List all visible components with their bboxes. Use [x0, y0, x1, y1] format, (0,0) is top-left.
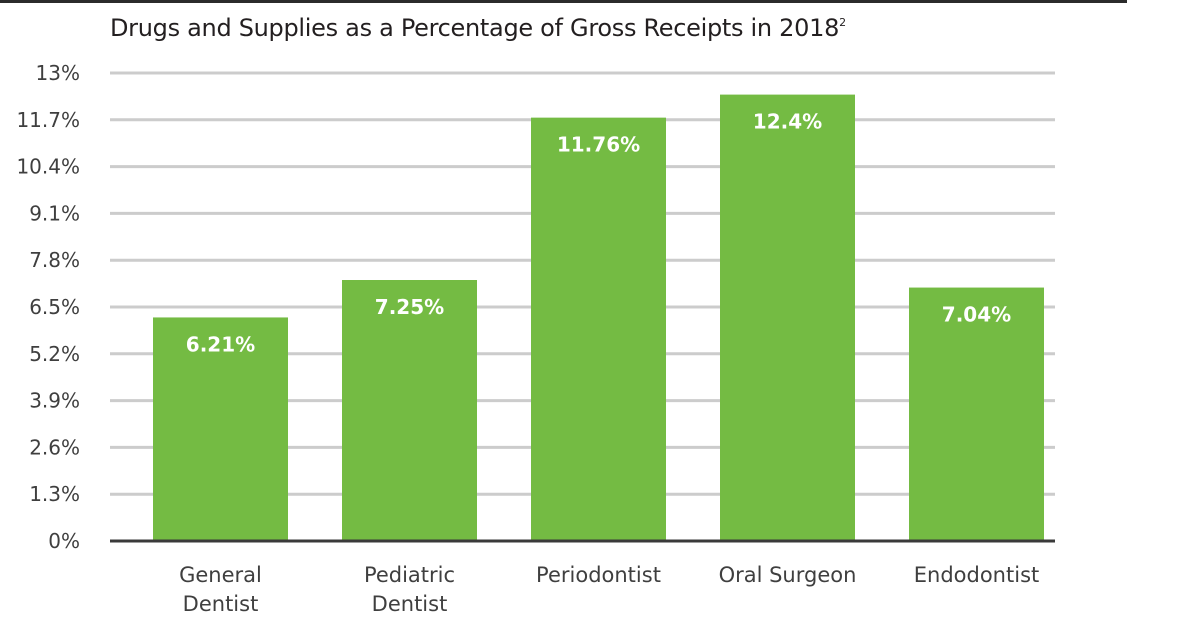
y-axis-tick-labels: 0% 1.3% 2.6% 3.9% 5.2% 6.5% 7.8% 9.1% 10.4% 11.7%… — [16, 61, 80, 553]
title-footnote-marker: 2 — [839, 16, 846, 29]
x-axis-tick-labels: General Dentist Pediatric Dentist Periodonti… — [179, 563, 1039, 616]
y-tick-label: 1.3% — [29, 482, 80, 506]
bar — [342, 280, 477, 541]
y-tick-label: 3.9% — [29, 389, 80, 413]
y-tick-label: 13% — [36, 61, 80, 85]
y-tick-label: 0% — [48, 529, 80, 553]
x-tick-label: General Dentist — [179, 563, 262, 616]
bar — [720, 94, 855, 541]
data-label: 6.21% — [186, 332, 255, 356]
bar — [909, 287, 1044, 541]
chart-title-text: Drugs and Supplies as a Percentage of Gr… — [110, 14, 840, 42]
x-tick-label: Oral Surgeon — [719, 563, 857, 587]
data-label: 12.4% — [753, 110, 822, 134]
bars — [153, 94, 1044, 541]
x-tick-label: Pediatric Dentist — [364, 563, 455, 616]
bar — [153, 317, 288, 541]
bar — [531, 117, 666, 541]
x-tick-label: Endodontist — [914, 563, 1040, 587]
data-label: 7.04% — [942, 303, 1011, 327]
y-tick-label: 2.6% — [29, 435, 80, 459]
y-tick-label: 7.8% — [29, 248, 80, 272]
y-tick-label: 5.2% — [29, 342, 80, 366]
x-tick-label: Periodontist — [536, 563, 661, 587]
data-labels: 6.21% 7.25% 11.76% 12.4% 7.04% — [186, 110, 1011, 357]
y-tick-label: 9.1% — [29, 201, 80, 225]
chart-title: Drugs and Supplies as a Percentage of Gr… — [110, 14, 846, 42]
y-tick-label: 10.4% — [16, 155, 80, 179]
data-label: 11.76% — [557, 133, 640, 157]
top-border-rule — [0, 0, 1127, 3]
y-tick-label: 6.5% — [29, 295, 80, 319]
data-label: 7.25% — [375, 295, 444, 319]
y-tick-label: 11.7% — [16, 108, 80, 132]
